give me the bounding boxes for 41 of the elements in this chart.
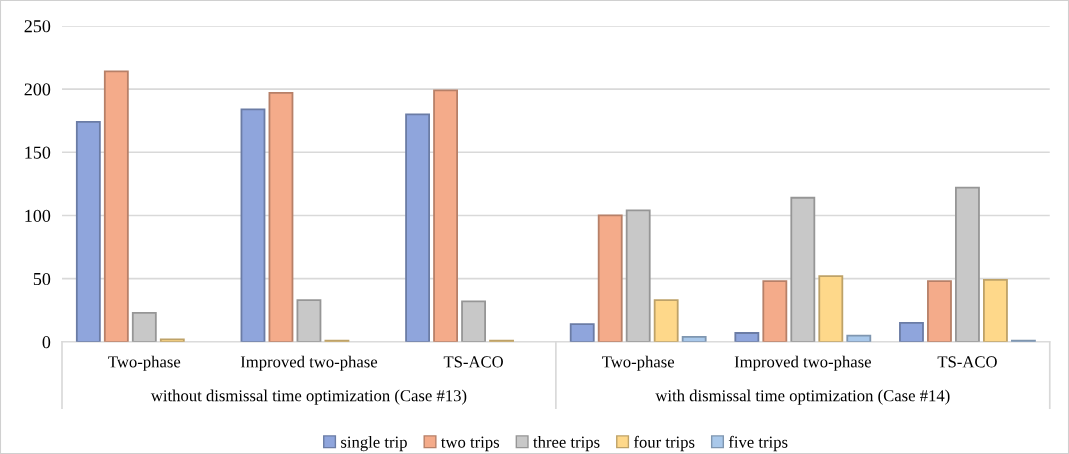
bar: [927, 280, 952, 342]
bar: [296, 299, 322, 342]
y-tick-label: 150: [25, 146, 51, 159]
bar: [240, 108, 266, 342]
text: with dismissal time optimization (Case #14): [655, 389, 950, 405]
x-tick-label: TS-ACO: [937, 356, 997, 368]
bar: [955, 186, 980, 342]
x-tick-label: Improved two-phase: [240, 355, 378, 371]
bar: [818, 275, 844, 342]
bar: [268, 91, 294, 342]
bar: [159, 338, 185, 342]
x-tick-label: Improved two-phase: [734, 355, 871, 371]
x-tick-label: Two-phase: [108, 355, 181, 371]
text: without dismissal time optimization (Case #13): [150, 389, 467, 405]
legend-label: four trips: [633, 435, 695, 452]
bar: [433, 89, 459, 342]
bar: [461, 300, 486, 342]
y-tick-label: 250: [24, 20, 51, 33]
bar: [597, 214, 623, 342]
bar: [569, 323, 595, 342]
bar: [625, 209, 651, 342]
y-tick-label: 0: [42, 336, 51, 349]
legend-label: five trips: [728, 435, 788, 452]
bar: [790, 196, 816, 342]
legend-label: two trips: [441, 436, 500, 452]
x-tick-label: TS-ACO: [443, 356, 503, 368]
y-tick-label: 200: [24, 83, 51, 96]
bar: [75, 121, 101, 342]
bar: [762, 280, 788, 342]
bar: [734, 332, 760, 342]
legend-label: single trip: [341, 436, 407, 452]
bar: [899, 321, 924, 342]
bar: [131, 311, 157, 342]
y-tick-label: 100: [25, 209, 51, 222]
bar: [983, 279, 1008, 342]
legend-label: three trips: [533, 436, 600, 452]
bar: [103, 70, 129, 342]
y-tick-label: 50: [33, 272, 51, 286]
bar: [653, 299, 679, 342]
x-tick-label: Two-phase: [602, 355, 675, 371]
bar: [405, 113, 431, 342]
